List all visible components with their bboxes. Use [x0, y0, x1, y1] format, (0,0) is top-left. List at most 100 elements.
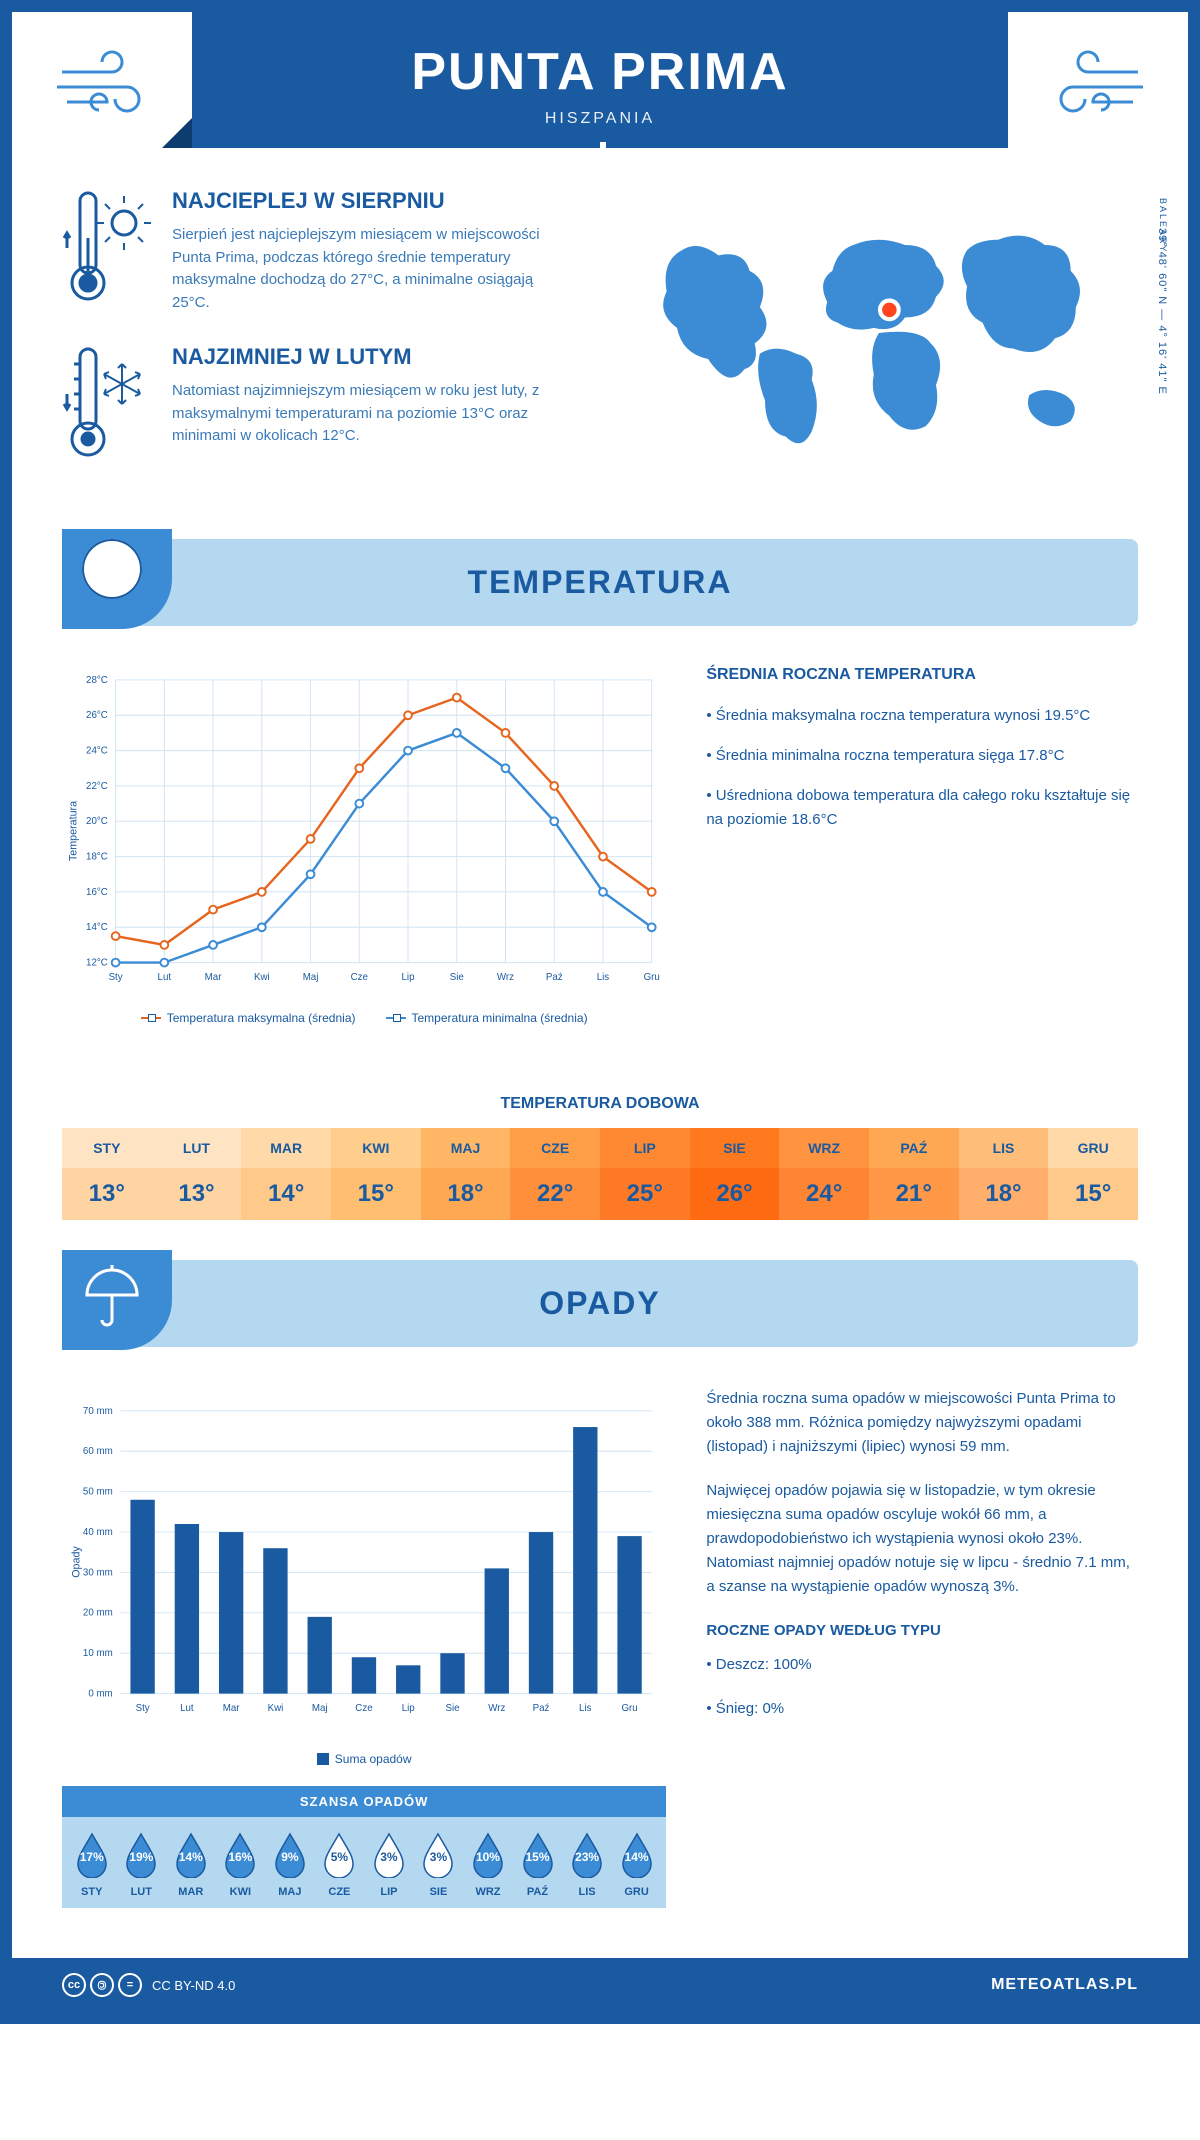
- precip-legend: Suma opadów: [62, 1752, 666, 1766]
- thermometer-snow-icon: [62, 344, 152, 469]
- chance-cell: 23% LIS: [562, 1832, 612, 1898]
- chance-cell: 14% GRU: [612, 1832, 662, 1898]
- svg-text:12°C: 12°C: [86, 958, 108, 969]
- svg-text:Lis: Lis: [597, 972, 610, 983]
- daily-temp-table: STYLUTMARKWIMAJCZELIPSIEWRZPAŹLISGRU13°1…: [62, 1128, 1138, 1220]
- svg-text:26°C: 26°C: [86, 710, 108, 721]
- svg-text:40 mm: 40 mm: [83, 1527, 113, 1538]
- temp-bullet: • Uśredniona dobowa temperatura dla całe…: [706, 784, 1138, 832]
- location-title: PUNTA PRIMA: [192, 42, 1008, 102]
- svg-text:0 mm: 0 mm: [88, 1689, 112, 1700]
- svg-text:Sie: Sie: [450, 972, 464, 983]
- chance-cell: 19% LUT: [117, 1832, 167, 1898]
- location-country: HISZPANIA: [192, 110, 1008, 128]
- svg-text:20 mm: 20 mm: [83, 1608, 113, 1619]
- raindrop-icon: 3%: [420, 1832, 456, 1878]
- daily-value: 13°: [62, 1168, 152, 1220]
- precip-type: • Śnieg: 0%: [706, 1697, 1138, 1721]
- svg-text:20°C: 20°C: [86, 816, 108, 827]
- warmest-title: NAJCIEPLEJ W SIERPNIU: [172, 188, 552, 214]
- daily-month: LUT: [152, 1128, 242, 1168]
- svg-text:14°C: 14°C: [86, 922, 108, 933]
- svg-text:16°C: 16°C: [86, 887, 108, 898]
- svg-text:Lip: Lip: [402, 972, 415, 983]
- raindrop-icon: 14%: [173, 1832, 209, 1878]
- raindrop-icon: 10%: [470, 1832, 506, 1878]
- svg-text:70 mm: 70 mm: [83, 1406, 113, 1417]
- raindrop-icon: 3%: [371, 1832, 407, 1878]
- precip-type-title: ROCZNE OPADY WEDŁUG TYPU: [706, 1619, 1138, 1643]
- svg-text:30 mm: 30 mm: [83, 1567, 113, 1578]
- warmest-text: Sierpień jest najcieplejszym miesiącem w…: [172, 224, 552, 314]
- precip-text-2: Najwięcej opadów pojawia się w listopadz…: [706, 1479, 1138, 1599]
- coldest-text: Natomiast najzimniejszym miesiącem w rok…: [172, 380, 552, 448]
- svg-text:Kwi: Kwi: [254, 972, 270, 983]
- svg-text:Opady: Opady: [71, 1546, 83, 1578]
- temperature-info: ŚREDNIA ROCZNA TEMPERATURA • Średnia mak…: [706, 666, 1138, 1025]
- daily-value: 25°: [600, 1168, 690, 1220]
- daily-month: SIE: [690, 1128, 780, 1168]
- svg-text:18°C: 18°C: [86, 852, 108, 863]
- world-map-icon: [620, 188, 1138, 478]
- svg-text:Cze: Cze: [355, 1703, 372, 1714]
- daily-month: LIP: [600, 1128, 690, 1168]
- precip-text-1: Średnia roczna suma opadów w miejscowośc…: [706, 1387, 1138, 1459]
- chance-cell: 14% MAR: [166, 1832, 216, 1898]
- raindrop-icon: 23%: [569, 1832, 605, 1878]
- svg-text:Gru: Gru: [621, 1703, 637, 1714]
- precip-info: Średnia roczna suma opadów w miejscowośc…: [706, 1387, 1138, 1908]
- umbrella-icon: [62, 1250, 172, 1350]
- site-name: METEOATLAS.PL: [991, 1976, 1138, 1994]
- daily-month: MAJ: [421, 1128, 511, 1168]
- thermometer-sun-icon: [62, 188, 152, 314]
- warmest-block: NAJCIEPLEJ W SIERPNIU Sierpień jest najc…: [62, 188, 580, 314]
- daily-value: 18°: [959, 1168, 1049, 1220]
- svg-text:10 mm: 10 mm: [83, 1648, 113, 1659]
- precip-chart: 0 mm 10 mm 20 mm 30 mm 40 mm 50 mm 60 mm 70 mm S…: [62, 1387, 666, 1737]
- chance-cell: 15% PAŹ: [513, 1832, 563, 1898]
- svg-text:Wrz: Wrz: [497, 972, 514, 983]
- infographic-frame: PUNTA PRIMA HISZPANIA NAJCIEPLEJ W SIERP…: [0, 0, 1200, 2024]
- precip-banner: OPADY: [62, 1260, 1138, 1347]
- svg-text:Temperatura: Temperatura: [68, 801, 80, 861]
- chance-cell: 3% LIP: [364, 1832, 414, 1898]
- coldest-block: NAJZIMNIEJ W LUTYM Natomiast najzimniejs…: [62, 344, 580, 469]
- svg-text:Mar: Mar: [223, 1703, 241, 1714]
- svg-text:Kwi: Kwi: [268, 1703, 284, 1714]
- chance-cell: 17% STY: [67, 1832, 117, 1898]
- daily-month: WRZ: [779, 1128, 869, 1168]
- temperature-legend: .legend-swatch::after{border-color:inher…: [62, 1011, 666, 1025]
- coordinates: 39° 48' 60" N — 4° 16' 41" E: [1156, 228, 1168, 395]
- daily-value: 26°: [690, 1168, 780, 1220]
- legend-item: .legend-swatch::after{border-color:inher…: [386, 1011, 588, 1025]
- raindrop-icon: 16%: [222, 1832, 258, 1878]
- daily-month: MAR: [241, 1128, 331, 1168]
- license-text: CC BY-ND 4.0: [152, 1978, 235, 1993]
- svg-text:28°C: 28°C: [86, 675, 108, 686]
- daily-month: KWI: [331, 1128, 421, 1168]
- daily-temp-title: TEMPERATURA DOBOWA: [12, 1095, 1188, 1113]
- chance-cell: 16% KWI: [216, 1832, 266, 1898]
- temp-bullet: • Średnia minimalna roczna temperatura s…: [706, 744, 1138, 768]
- svg-text:22°C: 22°C: [86, 781, 108, 792]
- daily-value: 18°: [421, 1168, 511, 1220]
- daily-month: LIS: [959, 1128, 1049, 1168]
- wind-icon-right: [1028, 42, 1148, 127]
- daily-month: GRU: [1048, 1128, 1138, 1168]
- svg-text:Wrz: Wrz: [488, 1703, 505, 1714]
- svg-text:Sty: Sty: [136, 1703, 150, 1714]
- svg-text:Sty: Sty: [109, 972, 123, 983]
- svg-text:60 mm: 60 mm: [83, 1446, 113, 1457]
- svg-text:24°C: 24°C: [86, 746, 108, 757]
- daily-value: 22°: [510, 1168, 600, 1220]
- svg-text:Lip: Lip: [402, 1703, 415, 1714]
- raindrop-icon: 14%: [619, 1832, 655, 1878]
- wind-icon-left: [52, 42, 172, 127]
- svg-text:Gru: Gru: [644, 972, 660, 983]
- footer: cc🄯= CC BY-ND 4.0 METEOATLAS.PL: [12, 1958, 1188, 2012]
- svg-text:Maj: Maj: [312, 1703, 328, 1714]
- svg-text:50 mm: 50 mm: [83, 1487, 113, 1498]
- temperature-banner: TEMPERATURA: [62, 539, 1138, 626]
- raindrop-icon: 17%: [74, 1832, 110, 1878]
- raindrop-icon: 19%: [123, 1832, 159, 1878]
